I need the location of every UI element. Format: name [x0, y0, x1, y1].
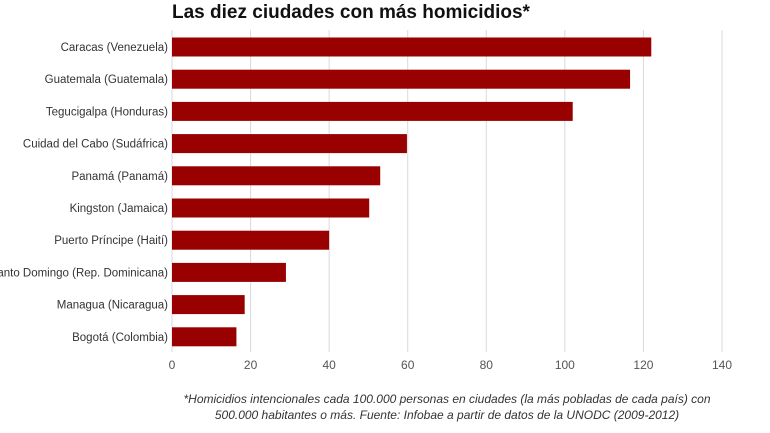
- bar: [172, 230, 330, 250]
- category-label: Caracas (Venezuela): [61, 42, 169, 54]
- bar: [172, 134, 407, 154]
- gridlines: [171, 30, 723, 352]
- bar: [172, 69, 631, 89]
- bar: [172, 166, 381, 186]
- bar: [172, 101, 573, 121]
- category-label: Managua (Nicaragua): [57, 300, 168, 312]
- category-label: Guatemala (Guatemala): [45, 74, 169, 86]
- category-label: Bogotá (Colombia): [72, 332, 168, 344]
- category-label: Cuidad del Cabo (Sudáfrica): [23, 139, 168, 151]
- x-tick-label: 0: [169, 358, 176, 372]
- x-axis-ticks: 0 20 40 60 80 100 120 140: [169, 358, 733, 372]
- bar: [172, 327, 237, 347]
- bar: [172, 198, 370, 218]
- x-tick-label: 40: [322, 358, 336, 372]
- bar: [172, 37, 652, 57]
- bar: [172, 262, 286, 282]
- bar: [172, 295, 245, 315]
- category-label: Panamá (Panamá): [71, 171, 168, 183]
- chart-footnote: *Homicidios intencionales cada 100.000 p…: [183, 392, 711, 422]
- x-tick-label: 140: [712, 358, 732, 372]
- x-tick-label: 100: [555, 358, 575, 372]
- category-labels: Caracas (Venezuela) Guatemala (Guatemala)…: [0, 42, 168, 344]
- category-label: Kingston (Jamaica): [70, 203, 169, 215]
- category-label: Tegucigalpa (Honduras): [46, 106, 168, 118]
- bars: [172, 37, 652, 347]
- category-label: Puerto Príncipe (Haití): [54, 235, 168, 247]
- x-tick-label: 60: [401, 358, 415, 372]
- x-tick-label: 20: [244, 358, 258, 372]
- category-label: Santo Domingo (Rep. Dominicana): [0, 267, 168, 279]
- x-tick-label: 120: [633, 358, 653, 372]
- x-tick-label: 80: [480, 358, 494, 372]
- chart-title: Las diez ciudades con más homicidios*: [172, 2, 530, 23]
